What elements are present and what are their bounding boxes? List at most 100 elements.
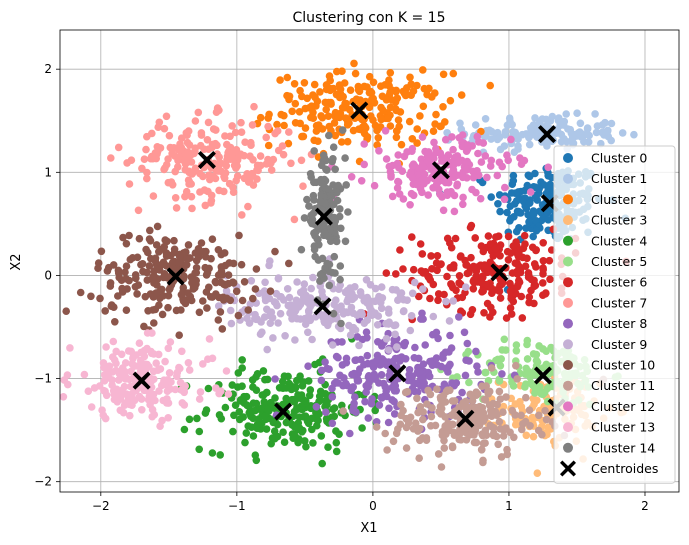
- data-point: [518, 314, 527, 322]
- data-point: [533, 396, 541, 405]
- data-point: [530, 260, 539, 268]
- data-point: [283, 285, 292, 293]
- data-point: [500, 195, 509, 204]
- data-point: [321, 358, 329, 366]
- data-point: [228, 122, 236, 130]
- data-point: [244, 306, 252, 314]
- data-point: [516, 154, 524, 162]
- legend-label: Cluster 3: [591, 213, 647, 228]
- data-point: [493, 171, 502, 180]
- data-point: [419, 66, 427, 74]
- data-point: [164, 414, 172, 422]
- data-point: [419, 375, 427, 384]
- data-point: [382, 269, 391, 277]
- data-point: [400, 307, 408, 315]
- data-point: [125, 231, 133, 240]
- data-point: [448, 420, 456, 429]
- legend-label: Cluster 13: [591, 420, 655, 435]
- data-point: [415, 454, 424, 463]
- data-point: [519, 197, 528, 206]
- data-point: [406, 201, 414, 209]
- data-point: [197, 131, 206, 139]
- data-point: [97, 247, 106, 256]
- data-point: [386, 69, 395, 77]
- data-point: [461, 371, 470, 380]
- data-point: [251, 285, 260, 293]
- data-point: [474, 149, 482, 158]
- data-point: [316, 88, 324, 96]
- data-point: [333, 67, 341, 76]
- data-point: [330, 252, 339, 261]
- data-point: [473, 132, 482, 141]
- data-point: [121, 268, 129, 277]
- data-point: [462, 283, 470, 292]
- series-cluster-7: [107, 102, 316, 224]
- data-point: [457, 252, 465, 260]
- legend-swatch: [563, 401, 573, 412]
- data-point: [66, 344, 74, 352]
- data-point: [324, 185, 333, 193]
- data-point: [252, 399, 261, 408]
- data-point: [440, 436, 448, 445]
- data-point: [391, 330, 399, 339]
- data-point: [300, 79, 309, 87]
- y-tick-label: 1: [44, 165, 52, 179]
- data-point: [514, 188, 523, 196]
- data-point: [353, 333, 362, 341]
- data-point: [302, 397, 310, 405]
- data-point: [381, 127, 390, 135]
- data-point: [516, 397, 524, 406]
- data-point: [393, 159, 402, 168]
- data-point: [413, 139, 421, 147]
- data-point: [151, 257, 160, 265]
- data-point: [583, 124, 592, 132]
- data-point: [297, 391, 306, 399]
- data-point: [384, 418, 393, 427]
- data-point: [385, 346, 393, 354]
- data-point: [224, 271, 233, 279]
- data-point: [433, 385, 441, 394]
- data-point: [178, 347, 186, 356]
- data-point: [495, 158, 504, 167]
- data-point: [363, 133, 372, 141]
- data-point: [216, 451, 224, 459]
- data-point: [164, 155, 172, 163]
- data-point: [371, 310, 380, 319]
- data-point: [214, 316, 223, 324]
- data-point: [509, 382, 518, 390]
- data-point: [231, 401, 240, 410]
- data-point: [103, 267, 112, 275]
- centroid-marker: [166, 267, 185, 286]
- data-point: [322, 408, 330, 417]
- data-point: [523, 254, 531, 263]
- data-point: [434, 334, 442, 343]
- data-point: [507, 135, 515, 144]
- data-point: [499, 402, 508, 411]
- data-point: [175, 331, 183, 340]
- data-point: [338, 338, 346, 346]
- data-point: [177, 306, 185, 314]
- data-point: [349, 323, 358, 332]
- data-point: [258, 391, 267, 399]
- legend-label: Cluster 2: [591, 192, 647, 207]
- legend-swatch: [563, 297, 573, 308]
- data-point: [184, 158, 193, 166]
- data-point: [325, 318, 333, 326]
- data-point: [337, 138, 346, 146]
- data-point: [396, 420, 405, 429]
- data-point: [164, 344, 173, 353]
- data-point: [304, 362, 312, 371]
- data-point: [393, 184, 402, 192]
- data-point: [176, 378, 185, 387]
- data-point: [413, 394, 421, 403]
- data-point: [114, 292, 122, 300]
- data-point: [220, 249, 229, 257]
- data-point: [271, 247, 279, 256]
- data-point: [449, 145, 457, 154]
- data-point: [352, 356, 361, 364]
- data-point: [502, 314, 511, 322]
- data-point: [309, 209, 318, 218]
- data-point: [127, 367, 135, 376]
- centroid-marker: [490, 263, 509, 282]
